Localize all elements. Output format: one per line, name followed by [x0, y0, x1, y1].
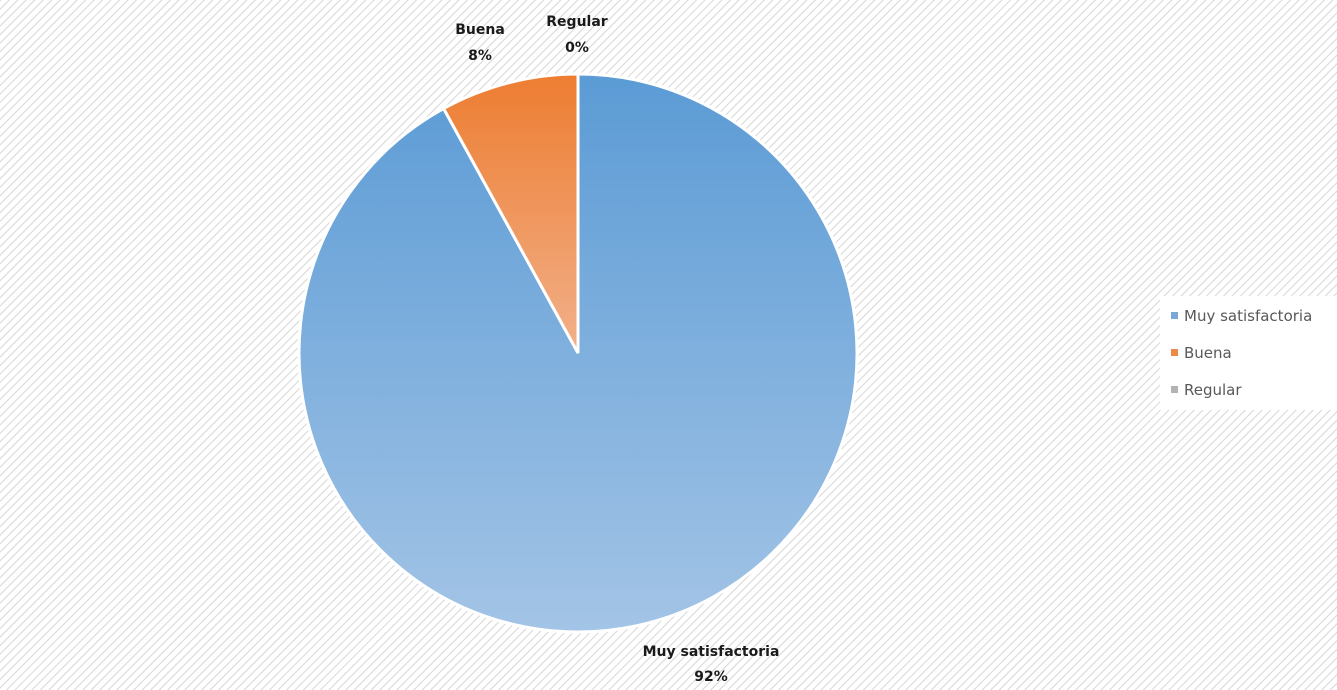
data-label-percent-regular: 0%: [565, 40, 589, 56]
data-label-category-muy-satisfactoria: Muy satisfactoria: [643, 644, 780, 660]
data-label-percent-muy-satisfactoria: 92%: [694, 669, 728, 685]
pie-slice-buena: [441, 72, 580, 354]
legend-label-muy-satisfactoria: Muy satisfactoria: [1184, 307, 1312, 325]
data-label-percent-buena: 8%: [468, 48, 492, 64]
legend-swatch-muy-satisfactoria: [1171, 312, 1178, 319]
data-labels: Muy satisfactoria 92% Buena 8% Regular 0%: [455, 14, 779, 685]
legend-swatch-regular: [1171, 386, 1178, 393]
legend-label-regular: Regular: [1184, 381, 1242, 399]
legend-background: [1160, 296, 1337, 410]
data-label-category-regular: Regular: [546, 14, 608, 30]
data-label-category-buena: Buena: [455, 22, 505, 38]
legend-label-buena: Buena: [1184, 344, 1232, 362]
pie-slices: [297, 72, 859, 634]
legend-swatch-buena: [1171, 349, 1178, 356]
legend: Muy satisfactoria Buena Regular: [1160, 296, 1337, 410]
